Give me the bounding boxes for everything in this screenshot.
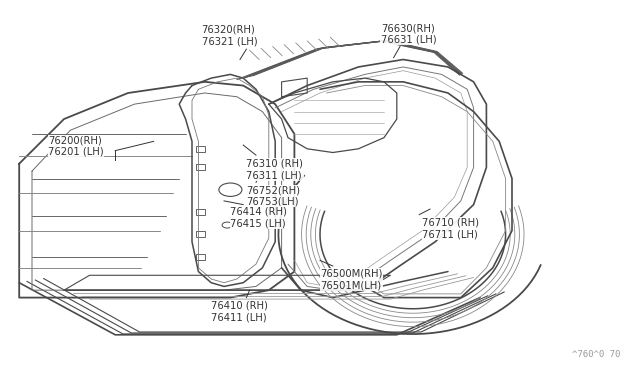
Bar [196,254,205,260]
Text: ^760^0 70: ^760^0 70 [572,350,621,359]
Text: 76320(RH)
76321 (LH): 76320(RH) 76321 (LH) [202,25,257,46]
Text: 76500M(RH)
76501M(LH): 76500M(RH) 76501M(LH) [320,269,382,290]
Text: 76414 (RH)
76415 (LH): 76414 (RH) 76415 (LH) [230,206,287,228]
Bar [196,146,205,152]
Text: 76200(RH)
76201 (LH): 76200(RH) 76201 (LH) [48,135,104,157]
Text: 76630(RH)
76631 (LH): 76630(RH) 76631 (LH) [381,23,436,45]
Bar [196,209,205,215]
Text: 76410 (RH)
76411 (LH): 76410 (RH) 76411 (LH) [211,301,268,322]
Bar [196,164,205,170]
Text: 76310 (RH)
76311 (LH): 76310 (RH) 76311 (LH) [246,159,303,180]
Bar [196,231,205,237]
Text: 76752(RH)
76753(LH): 76752(RH) 76753(LH) [246,185,300,207]
Text: 76710 (RH)
76711 (LH): 76710 (RH) 76711 (LH) [422,218,479,239]
